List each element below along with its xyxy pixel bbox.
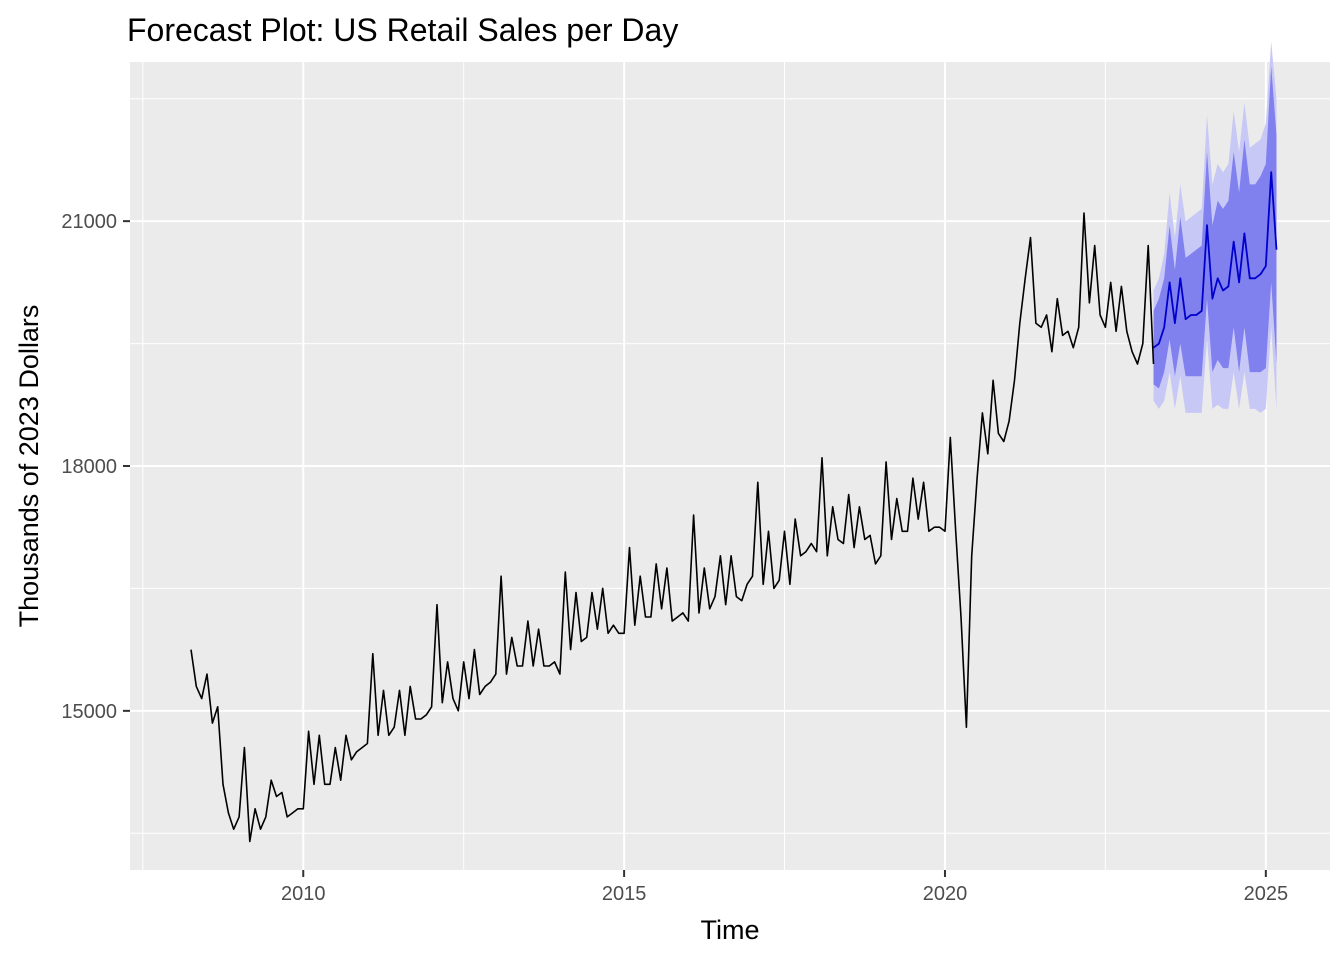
- y-tick-label: 15000: [61, 701, 117, 723]
- x-tick-label: 2025: [1244, 883, 1289, 905]
- y-tick-label: 21000: [61, 211, 117, 233]
- chart-title: Forecast Plot: US Retail Sales per Day: [127, 12, 678, 48]
- series-lines: [190, 171, 1278, 843]
- x-axis: 2010 2015 2020 2025: [281, 870, 1288, 905]
- history-line: [190, 212, 1155, 843]
- y-tick-label: 18000: [61, 456, 117, 478]
- grid-major: [130, 62, 1330, 870]
- forecast-line: [1152, 171, 1278, 349]
- y-axis: 15000 18000 21000: [61, 211, 130, 723]
- x-tick-label: 2020: [923, 883, 968, 905]
- x-axis-title: Time: [701, 915, 760, 945]
- y-axis-title: Thousands of 2023 Dollars: [14, 305, 44, 628]
- x-tick-label: 2010: [281, 883, 326, 905]
- x-tick-label: 2015: [602, 883, 647, 905]
